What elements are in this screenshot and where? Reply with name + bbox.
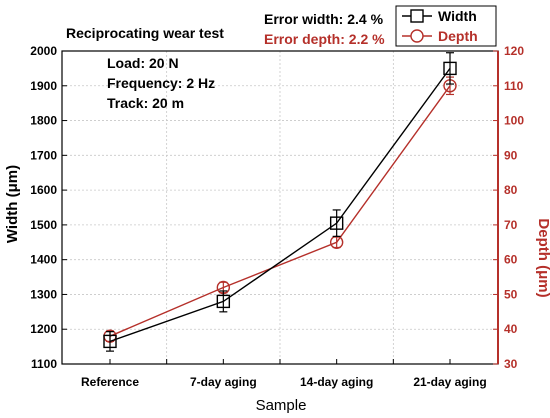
condition-frequency: Frequency: 2 Hz (107, 75, 215, 91)
chart-title: Reciprocating wear test (66, 25, 224, 41)
y-left-tick-label: 1800 (30, 114, 57, 128)
width-point (443, 61, 457, 76)
series (103, 52, 457, 352)
y-right-tick-label: 120 (504, 44, 524, 58)
y-right-tick-label: 70 (504, 218, 518, 232)
y-right-tick-label: 60 (504, 253, 518, 267)
y-left-tick-label: 1900 (30, 79, 57, 93)
x-tick-label: Reference (81, 375, 139, 389)
y-axis-right-label: Depth (μm) (535, 218, 550, 297)
depth-series-line (109, 85, 451, 337)
error-depth-note: Error depth: 2.2 % (264, 31, 385, 47)
width-series-line (109, 67, 451, 343)
x-tick-label: 14-day aging (300, 375, 373, 389)
y-right-tick-label: 80 (504, 183, 518, 197)
y-left-tick-label: 2000 (30, 44, 57, 58)
width-point (103, 334, 117, 349)
y-right-tick-label: 50 (504, 287, 518, 301)
error-width-note: Error width: 2.4 % (264, 11, 384, 27)
width-point (329, 216, 344, 230)
x-axis-label: Sample (256, 397, 307, 414)
y-left-tick-label: 1100 (31, 357, 57, 371)
legend: Width Depth (395, 5, 497, 47)
condition-track: Track: 20 m (107, 95, 184, 111)
condition-load: Load: 20 N (107, 55, 179, 71)
y-left-tick-label: 1500 (30, 218, 57, 232)
y-right-tick-label: 30 (504, 357, 518, 371)
y-axis-left-label: Width (μm) (4, 165, 21, 243)
width-point (216, 294, 231, 309)
axes: 1100 1200 1300 1400 1500 1600 1700 1800 1900 2000… (30, 44, 524, 389)
y-left-tick-label: 1300 (30, 287, 57, 301)
grid (62, 51, 498, 364)
y-right-tick-label: 110 (504, 79, 524, 93)
legend-depth-marker (410, 29, 424, 43)
y-left-tick-label: 1700 (30, 148, 57, 162)
y-right-tick-label: 90 (504, 148, 518, 162)
legend-width-marker (410, 9, 424, 23)
y-right-tick-label: 100 (504, 114, 524, 128)
legend-depth-label: Depth (438, 28, 478, 44)
y-left-tick-label: 1400 (30, 253, 57, 267)
legend-width-label: Width (438, 8, 477, 24)
x-tick-label: 21-day aging (413, 375, 486, 389)
y-left-tick-label: 1600 (30, 183, 57, 197)
y-right-tick-label: 40 (504, 322, 518, 336)
x-tick-label: 7-day aging (190, 375, 257, 389)
y-left-tick-label: 1200 (30, 322, 57, 336)
